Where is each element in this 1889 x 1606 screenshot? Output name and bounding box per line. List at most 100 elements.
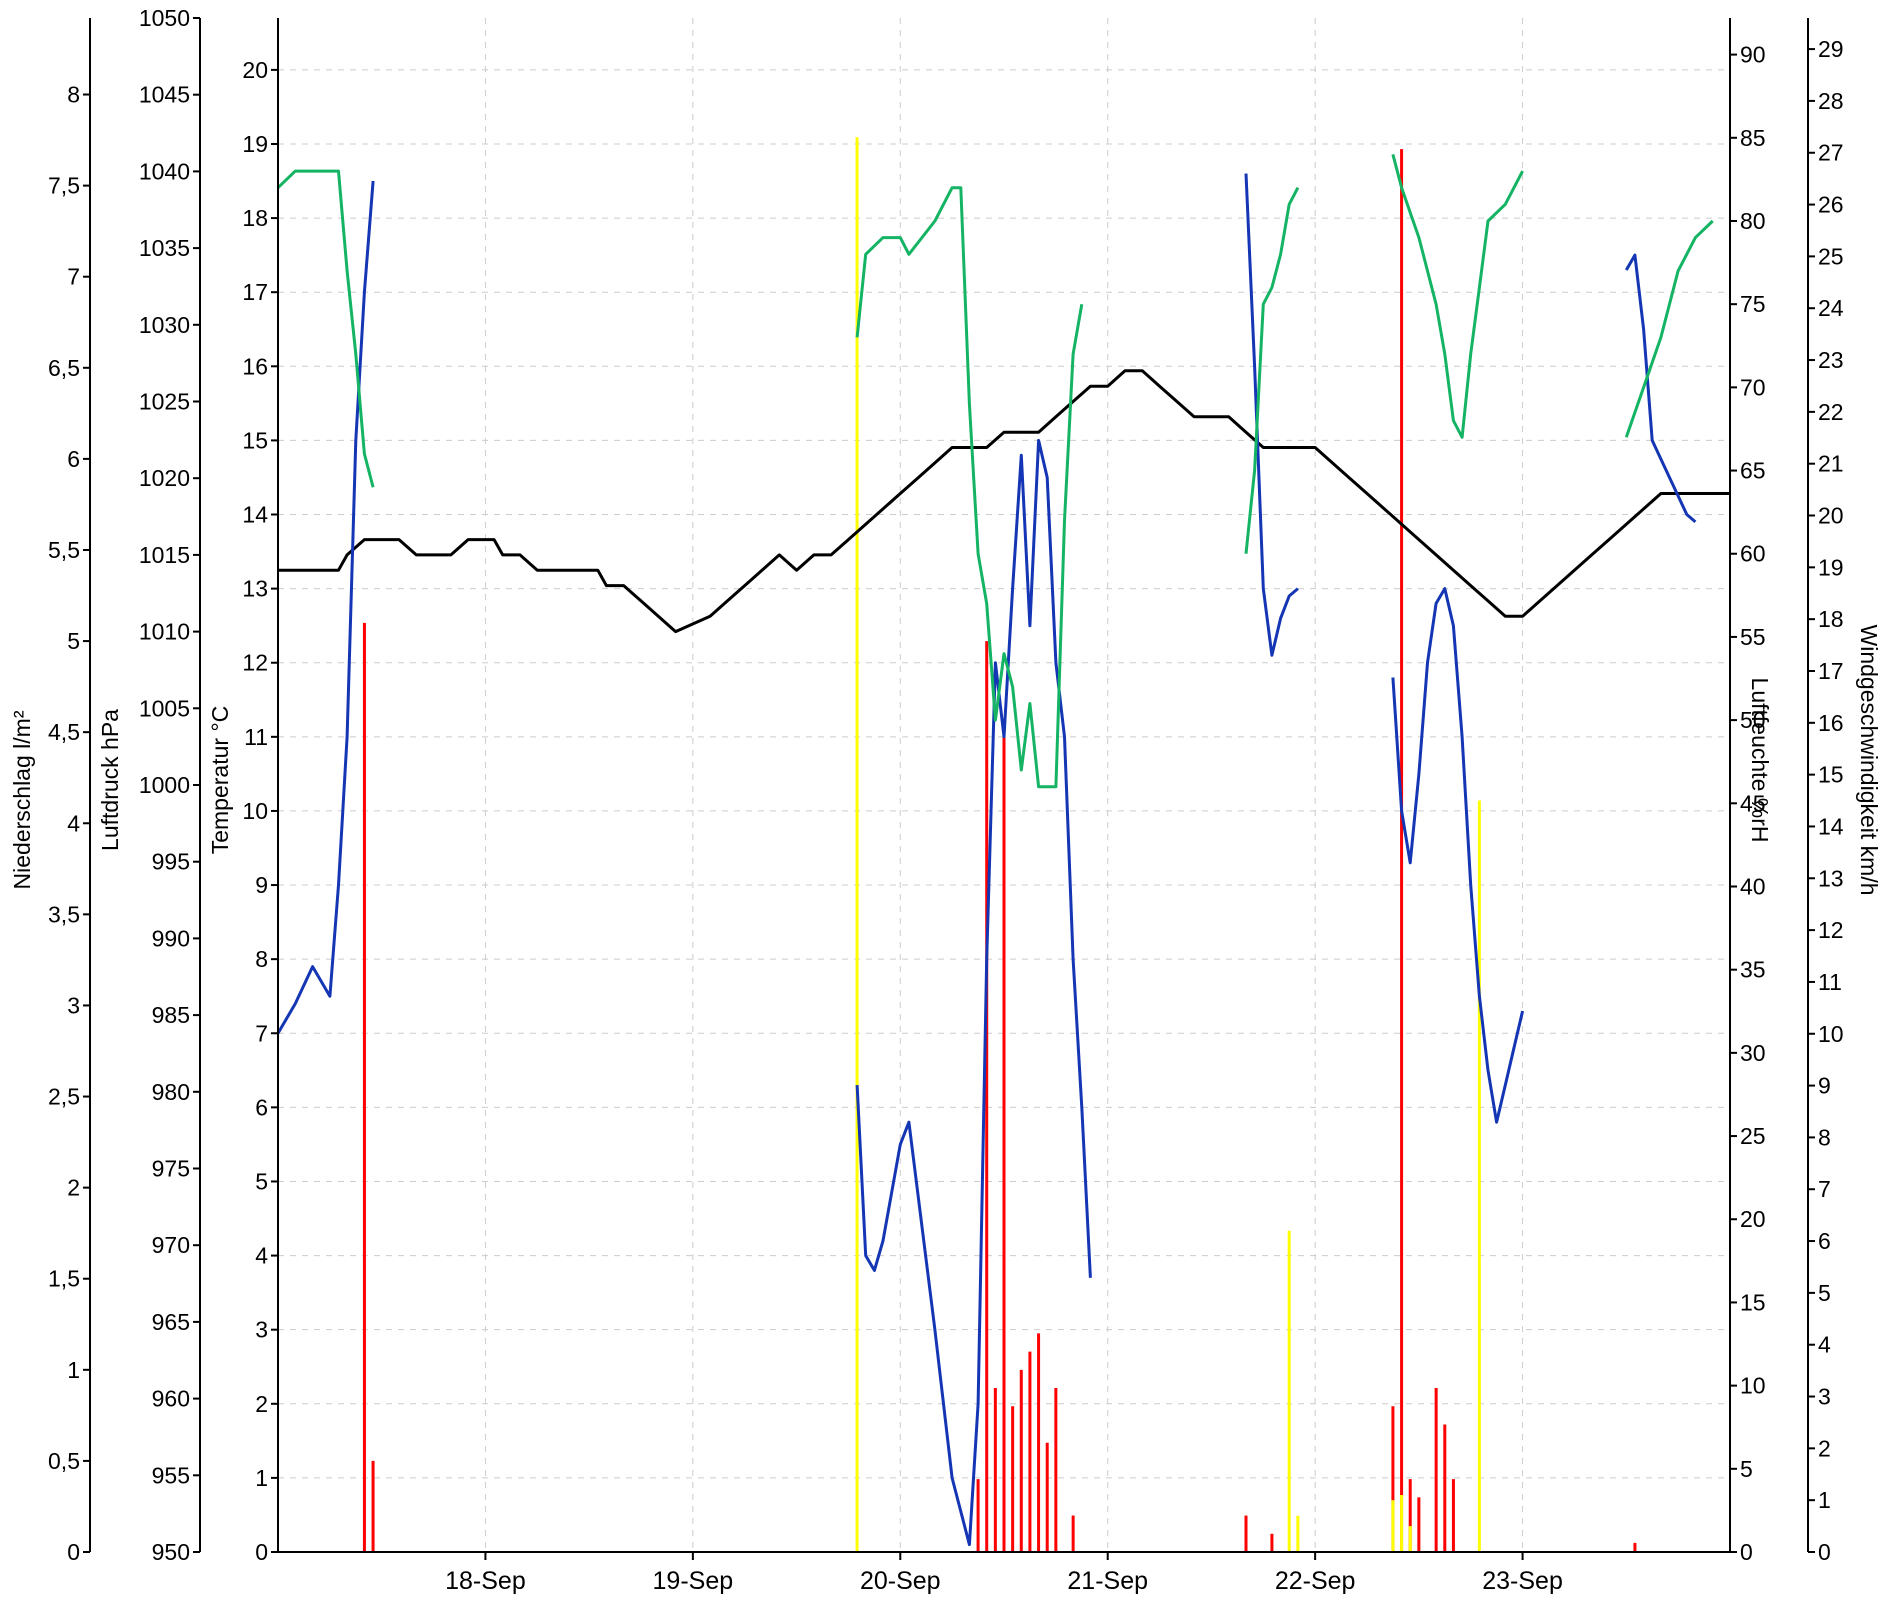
humidity-line xyxy=(1244,187,1300,554)
y-tick-label-precipitation: 0 xyxy=(67,1539,80,1565)
y-tick-label-temperature: 4 xyxy=(255,1243,268,1269)
y-tick-label-temperature: 14 xyxy=(242,502,268,528)
y-tick-label-temperature: 3 xyxy=(255,1317,268,1343)
y-tick-label-pressure: 1040 xyxy=(139,158,190,184)
y-tick-label-wind: 18 xyxy=(1818,606,1844,632)
y-tick-label-pressure: 1015 xyxy=(139,542,190,568)
y-tick-label-pressure: 1020 xyxy=(139,465,190,491)
y-tick-label-pressure: 955 xyxy=(152,1462,190,1488)
y-tick-label-humidity: 45 xyxy=(1740,790,1766,816)
y-tick-label-precipitation: 5 xyxy=(67,628,80,654)
y-tick-label-humidity: 80 xyxy=(1740,208,1766,234)
y-tick-label-pressure: 1010 xyxy=(139,619,190,645)
y-tick-label-humidity: 70 xyxy=(1740,374,1766,400)
y-tick-label-humidity: 30 xyxy=(1740,1040,1766,1066)
y-tick-label-wind: 1 xyxy=(1818,1487,1831,1513)
y-tick-label-temperature: 16 xyxy=(242,353,268,379)
y-tick-label-pressure: 1005 xyxy=(139,695,190,721)
x-tick-label: 20-Sep xyxy=(860,1567,941,1595)
y-tick-label-pressure: 975 xyxy=(152,1156,190,1182)
y-tick-label-wind: 26 xyxy=(1818,192,1844,218)
temperature-line xyxy=(276,180,375,1035)
x-tick-label: 21-Sep xyxy=(1067,1567,1148,1595)
y-tick-label-wind: 10 xyxy=(1818,1021,1844,1047)
y-tick-label-pressure: 950 xyxy=(152,1539,190,1565)
y-tick-label-pressure: 1035 xyxy=(139,235,190,261)
y-tick-label-humidity: 40 xyxy=(1740,873,1766,899)
x-tick-label: 18-Sep xyxy=(445,1567,526,1595)
y-tick-label-humidity: 5 xyxy=(1740,1456,1753,1482)
x-tick-label: 19-Sep xyxy=(653,1567,734,1595)
x-tick-label: 22-Sep xyxy=(1275,1567,1356,1595)
y-tick-label-temperature: 8 xyxy=(255,946,268,972)
y-tick-label-precipitation: 4,5 xyxy=(48,719,80,745)
y-tick-label-wind: 12 xyxy=(1818,917,1844,943)
humidity-line xyxy=(1624,219,1714,438)
y-tick-label-wind: 13 xyxy=(1818,865,1844,891)
y-tick-label-temperature: 17 xyxy=(242,279,268,305)
y-tick-label-wind: 4 xyxy=(1818,1332,1831,1358)
y-tick-label-wind: 14 xyxy=(1818,813,1844,839)
y-tick-label-wind: 3 xyxy=(1818,1384,1831,1410)
y-tick-label-wind: 25 xyxy=(1818,243,1844,269)
x-tick-label: 23-Sep xyxy=(1482,1567,1563,1595)
y-tick-label-pressure: 990 xyxy=(152,925,190,951)
y-tick-label-precipitation: 3,5 xyxy=(48,901,80,927)
axis-titles: Niederschlag l/m² Luftdruck hPa Temperat… xyxy=(9,624,1882,895)
y-tick-label-precipitation: 8 xyxy=(67,82,80,108)
y-tick-label-pressure: 965 xyxy=(152,1309,190,1335)
y-tick-label-humidity: 60 xyxy=(1740,541,1766,567)
y-tick-label-wind: 20 xyxy=(1818,503,1844,529)
y-tick-label-precipitation: 5,5 xyxy=(48,537,80,563)
axis-title-temperature: Temperatur °C xyxy=(207,706,233,855)
y-tick-label-wind: 21 xyxy=(1818,451,1844,477)
y-tick-label-pressure: 1045 xyxy=(139,82,190,108)
y-tick-label-precipitation: 4 xyxy=(67,810,80,836)
y-tick-label-wind: 11 xyxy=(1818,969,1842,995)
y-tick-label-wind: 2 xyxy=(1818,1435,1831,1461)
y-tick-label-pressure: 995 xyxy=(152,849,190,875)
y-tick-label-wind: 8 xyxy=(1818,1124,1831,1150)
y-tick-label-humidity: 20 xyxy=(1740,1206,1766,1232)
axes: 18-Sep 19-Sep 20-Sep 21-Sep 22-Sep 23-Sep 0 0,5… xyxy=(48,5,1844,1595)
y-tick-label-pressure: 1050 xyxy=(139,5,190,31)
y-tick-label-wind: 9 xyxy=(1818,1073,1831,1099)
y-tick-label-temperature: 10 xyxy=(242,798,268,824)
temperature-line xyxy=(1391,587,1525,1124)
humidity-line xyxy=(276,169,375,488)
temperature-line xyxy=(1625,253,1697,524)
y-tick-label-wind: 23 xyxy=(1818,347,1844,373)
y-tick-label-precipitation: 2 xyxy=(67,1175,80,1201)
y-tick-label-temperature: 1 xyxy=(255,1465,268,1491)
y-tick-label-pressure: 960 xyxy=(152,1386,190,1412)
y-tick-label-pressure: 980 xyxy=(152,1079,190,1105)
y-tick-label-precipitation: 3 xyxy=(67,992,80,1018)
y-tick-label-humidity: 50 xyxy=(1740,707,1766,733)
y-tick-label-wind: 16 xyxy=(1818,710,1844,736)
y-tick-label-temperature: 5 xyxy=(255,1168,268,1194)
y-tick-label-precipitation: 1 xyxy=(67,1357,80,1383)
y-tick-label-temperature: 9 xyxy=(255,872,268,898)
y-tick-label-wind: 22 xyxy=(1818,399,1844,425)
axis-title-wind: Windgeschwindigkeit km/h xyxy=(1856,624,1882,895)
y-tick-label-pressure: 1025 xyxy=(139,389,190,415)
y-tick-label-wind: 0 xyxy=(1818,1539,1831,1565)
humidity-line xyxy=(855,186,1084,789)
line-layer xyxy=(276,154,1730,1547)
y-tick-label-temperature: 15 xyxy=(242,427,268,453)
temperature-line xyxy=(1244,173,1299,657)
y-tick-label-wind: 15 xyxy=(1818,762,1844,788)
axis-title-precipitation: Niederschlag l/m² xyxy=(9,710,35,889)
humidity-line xyxy=(1391,154,1524,439)
y-tick-label-humidity: 90 xyxy=(1740,42,1766,68)
pressure-line xyxy=(278,369,1730,634)
y-tick-label-humidity: 85 xyxy=(1740,125,1766,151)
bar-layer xyxy=(362,137,1637,1552)
y-tick-label-temperature: 12 xyxy=(242,650,268,676)
y-tick-label-humidity: 15 xyxy=(1740,1289,1766,1315)
y-tick-label-temperature: 11 xyxy=(244,724,268,750)
y-tick-label-humidity: 75 xyxy=(1740,291,1766,317)
y-tick-label-humidity: 65 xyxy=(1740,458,1766,484)
